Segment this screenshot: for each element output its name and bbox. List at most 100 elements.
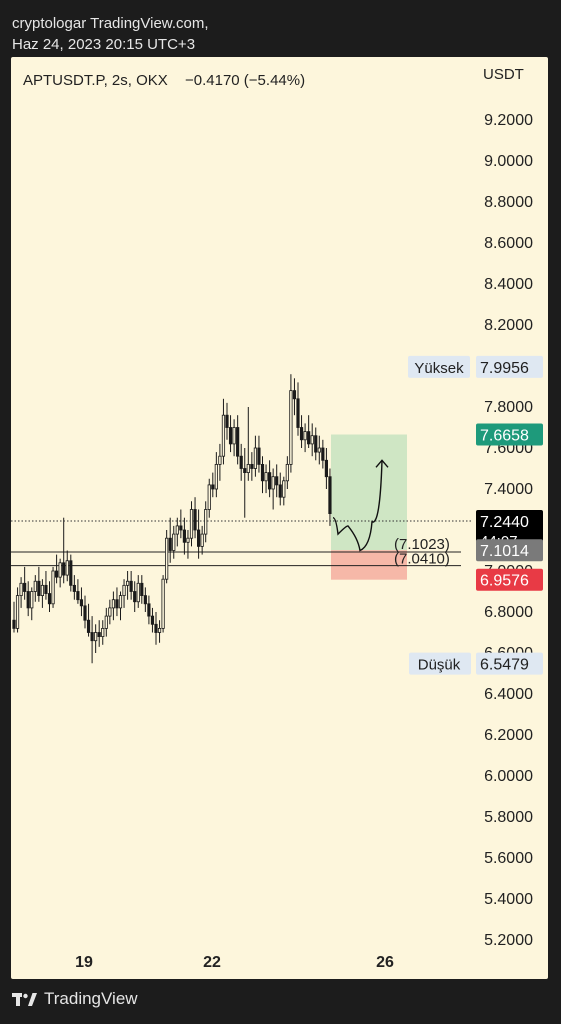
y-tick-label: 5.6000: [484, 850, 533, 867]
candle-up: [253, 447, 257, 469]
candle-down: [12, 619, 16, 629]
candle-down: [83, 605, 87, 621]
current-price-text: 7.2440: [480, 514, 529, 531]
candle-up: [186, 537, 190, 543]
candle-down: [257, 447, 261, 465]
candle-down: [129, 580, 133, 592]
chart-frame[interactable]: APTUSDT.P, 2s, OKX −0.4170 (−5.44%) USDT 9.…: [11, 57, 548, 979]
y-tick-label: 5.4000: [484, 891, 533, 908]
y-tick-label: 8.4000: [484, 276, 533, 293]
candle-up: [189, 509, 194, 539]
candle-down: [228, 427, 233, 445]
low-value-badge-text: 6.5479: [480, 657, 529, 674]
candle-up: [122, 584, 126, 596]
y-tick-label: 9.0000: [484, 153, 533, 170]
target-zone[interactable]: [331, 434, 407, 551]
candle-down: [243, 468, 247, 473]
candle-down: [79, 599, 84, 607]
y-tick-label: 5.8000: [484, 809, 533, 826]
candle-down: [86, 619, 91, 633]
candle-up: [285, 463, 289, 482]
candle-up: [172, 533, 176, 551]
candle-up: [118, 595, 123, 609]
candle-up: [126, 580, 130, 586]
y-tick-label: 6.0000: [484, 768, 533, 785]
y-tick-label: 6.4000: [484, 686, 533, 703]
entry-price-badge: [476, 539, 543, 562]
target-price-badge-text: 7.6658: [480, 428, 529, 445]
target-price-badge: [476, 423, 543, 446]
candle-down: [55, 570, 59, 578]
candle-down: [154, 623, 158, 633]
price-chart[interactable]: APTUSDT.P, 2s, OKX −0.4170 (−5.44%) USDT 9.…: [11, 57, 548, 979]
author-line: cryptologar TradingView.com,: [12, 15, 209, 32]
candle-up: [30, 591, 34, 609]
candle-down: [147, 603, 151, 617]
candle-down: [275, 476, 279, 486]
candle-up: [221, 414, 226, 457]
candle-up: [15, 595, 20, 629]
stop-price-badge-text: 6.9576: [480, 573, 529, 590]
candle-up: [232, 427, 236, 445]
chart-header: cryptologar TradingView.com, Haz 24, 202…: [12, 13, 209, 55]
candle-down: [90, 632, 94, 642]
candle-down: [321, 447, 325, 461]
candle-up: [303, 431, 307, 441]
candle-down: [76, 591, 80, 601]
candle-down: [292, 390, 297, 400]
candle-down: [307, 431, 311, 445]
candle-up: [271, 476, 275, 490]
candle-up: [19, 582, 23, 596]
candle-up: [111, 599, 115, 609]
low-tag-label: Düşük: [418, 657, 461, 674]
candle-up: [207, 484, 211, 510]
candle-down: [182, 529, 186, 543]
candle-up: [317, 447, 321, 453]
candle-up: [214, 463, 218, 490]
entry-price-badge-text: 7.1014: [480, 543, 529, 560]
footer-brand-label: TradingView: [44, 989, 138, 1008]
candle-up: [289, 390, 293, 465]
candle-down: [250, 463, 254, 469]
candle-up: [161, 578, 165, 629]
candle-down: [26, 591, 30, 609]
candle-down: [47, 593, 52, 605]
candle-up: [175, 525, 179, 535]
stop-price-badge: [476, 568, 543, 591]
stop-zone[interactable]: [331, 550, 407, 580]
candle-down: [72, 584, 76, 592]
candle-up: [157, 628, 162, 633]
y-tick-label: 9.2000: [484, 112, 533, 129]
candle-down: [260, 463, 265, 482]
candle-up: [40, 584, 45, 596]
candle-up: [94, 632, 98, 642]
footer-brand: TradingView: [12, 989, 138, 1009]
candle-down: [324, 459, 329, 478]
candle-up: [165, 537, 169, 580]
y-tick-label: 7.4000: [484, 481, 533, 498]
y-tick-label: 7.8000: [484, 399, 533, 416]
candle-down: [239, 455, 243, 469]
projection-arrow: [375, 459, 389, 468]
candle-down: [133, 591, 137, 603]
candle-down: [62, 562, 66, 576]
candle-down: [23, 582, 27, 592]
candle-down: [278, 484, 282, 498]
chart-title: APTUSDT.P, 2s, OKX: [23, 72, 168, 89]
candle-up: [264, 472, 268, 482]
high-value-badge: [476, 355, 543, 378]
projection-path[interactable]: [332, 460, 383, 552]
candle-down: [44, 584, 48, 594]
high-value-badge-text: 7.9956: [480, 360, 529, 377]
y-tick-label: 8.8000: [484, 194, 533, 211]
entry-upper-label: (7.1023): [394, 536, 450, 553]
candle-up: [200, 533, 204, 547]
currency-label: USDT: [483, 66, 524, 83]
candle-down: [314, 435, 318, 453]
y-tick-label: 8.2000: [484, 317, 533, 334]
candle-down: [97, 632, 101, 637]
x-tick-label: 22: [203, 954, 221, 971]
candle-down: [211, 484, 215, 490]
candle-down: [225, 414, 229, 428]
entry-lower-label: (7.0410): [394, 551, 450, 568]
